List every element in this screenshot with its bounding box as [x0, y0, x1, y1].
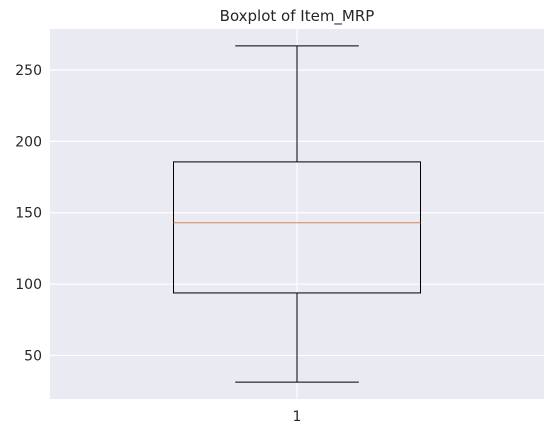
y-tick-label: 150	[15, 206, 42, 222]
box-iqr	[173, 161, 421, 294]
y-tick-label: 200	[15, 134, 42, 150]
y-tick-label: 250	[15, 63, 42, 79]
x-tick-labels: 1	[293, 409, 302, 425]
y-tick-labels: 50 100 150 200 250	[15, 63, 42, 364]
x-tick-label: 1	[293, 409, 302, 425]
y-tick-label: 100	[15, 277, 42, 293]
chart-title: Boxplot of Item_MRP	[220, 7, 375, 26]
y-tick-label: 50	[24, 348, 42, 364]
boxes	[173, 45, 421, 383]
